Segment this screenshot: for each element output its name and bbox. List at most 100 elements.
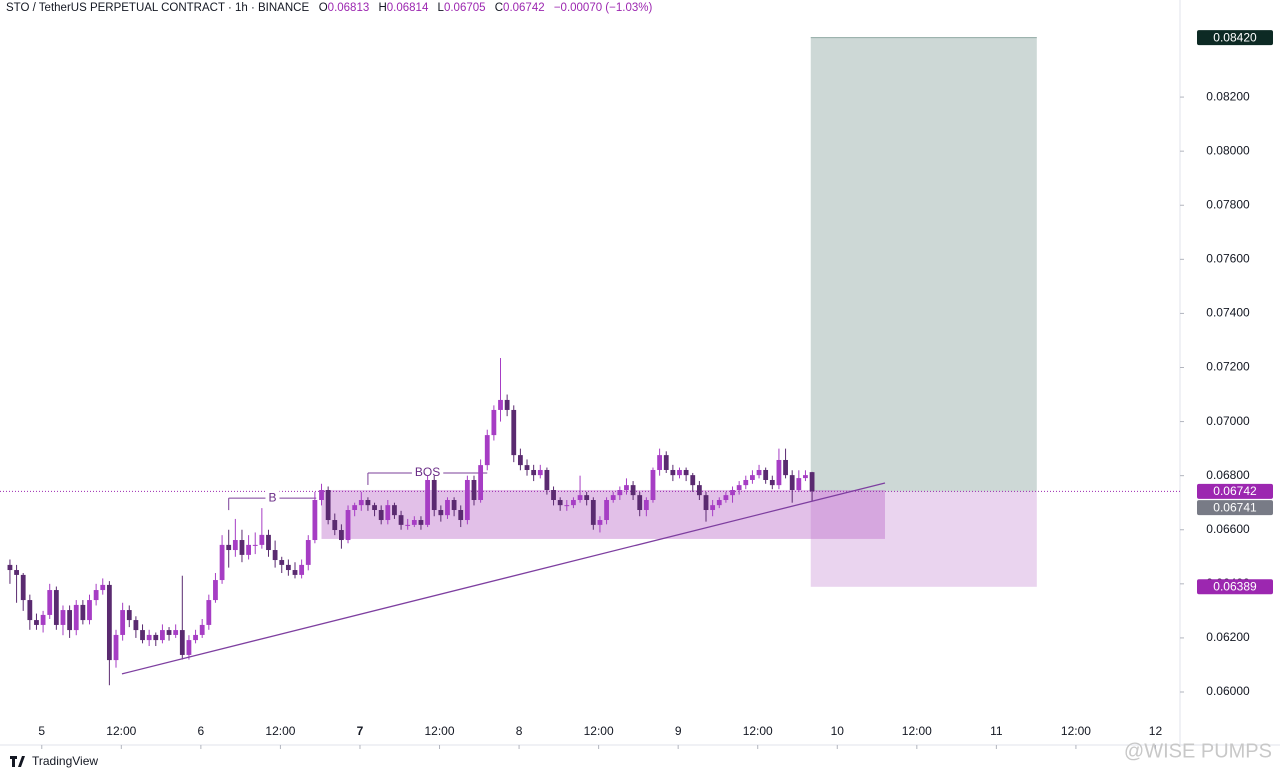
candle-body <box>206 600 212 625</box>
candle-body <box>763 469 769 480</box>
x-tick-label: 10 <box>831 724 845 738</box>
candle-body <box>637 495 643 511</box>
candle-body <box>352 505 358 511</box>
drawings-back <box>0 37 1180 587</box>
candle-body <box>769 479 775 486</box>
candle-body <box>47 590 53 615</box>
candle-body <box>339 530 344 541</box>
stop-price-label-bg <box>1197 579 1273 595</box>
candle-body <box>657 455 663 470</box>
candle-body <box>531 469 537 476</box>
candle-body <box>484 435 490 466</box>
target-price-label: 0.08420 <box>1213 30 1257 44</box>
y-tick-label: 0.07400 <box>1206 306 1250 320</box>
entry-price-label: 0.06741 <box>1213 500 1257 514</box>
candle-body <box>411 520 417 525</box>
candle-body <box>73 604 79 631</box>
candle-body <box>179 630 185 655</box>
candle-body <box>425 479 430 525</box>
open-value: 0.06813 <box>327 2 370 14</box>
candle-body <box>418 520 424 525</box>
candle-body <box>809 472 815 492</box>
candle-body <box>736 485 742 490</box>
candle-body <box>93 590 99 601</box>
x-tick-label: 12 <box>1149 724 1163 738</box>
candle-body <box>650 469 656 501</box>
candle-body <box>272 550 278 561</box>
candle-body <box>571 500 576 506</box>
candle-body <box>750 475 755 480</box>
candle-body <box>756 469 762 476</box>
candle-body <box>285 564 291 571</box>
candle-body <box>292 570 298 575</box>
candle-body <box>498 399 503 410</box>
candle-body <box>120 610 126 635</box>
candle-body <box>624 485 629 490</box>
candle-body <box>643 500 649 511</box>
trendline <box>121 482 886 675</box>
candle-body <box>789 475 795 490</box>
candle-body <box>537 469 543 476</box>
candle-body <box>186 640 192 655</box>
candle-body <box>590 500 596 525</box>
x-tick-label: 7 <box>357 724 364 738</box>
target-price-label-bg <box>1197 30 1273 46</box>
candle-body <box>166 630 172 635</box>
candle-body <box>160 630 165 641</box>
candle-body <box>517 455 523 466</box>
candle-body <box>743 479 749 486</box>
candle-body <box>696 485 702 496</box>
y-tick-label: 0.08200 <box>1206 89 1250 103</box>
candle-body <box>610 495 616 501</box>
candle-body <box>312 500 318 541</box>
candle-body <box>259 534 265 545</box>
candle-body <box>392 505 397 516</box>
candle-body <box>524 465 530 470</box>
candle-body <box>577 495 583 501</box>
candle-body <box>557 500 563 506</box>
open-label: O <box>318 2 328 14</box>
branding: TradingView <box>32 754 98 768</box>
candle-body <box>146 634 152 641</box>
candle-body <box>670 469 676 476</box>
candle-body <box>690 475 696 486</box>
candle-body <box>193 634 198 641</box>
target-zone <box>810 37 1037 492</box>
annotation-label: B <box>268 490 276 504</box>
candle-body <box>683 469 689 476</box>
candle-body <box>677 469 682 476</box>
y-tick-label: 0.08000 <box>1206 143 1250 157</box>
candle-body <box>345 510 351 541</box>
candle-body <box>219 544 225 581</box>
candle-body <box>53 590 59 625</box>
candle-body <box>597 520 603 525</box>
candle-body <box>87 600 92 621</box>
current-price-label-bg <box>1197 483 1273 499</box>
candle-body <box>365 500 371 506</box>
candle-body <box>491 409 497 436</box>
candle-body <box>106 584 112 661</box>
candle-body <box>451 500 457 511</box>
entry-price-label-bg <box>1197 500 1273 516</box>
candle-body <box>703 495 709 511</box>
x-tick-label: 12:00 <box>743 724 773 738</box>
candle-body <box>173 630 179 635</box>
candle-body <box>551 489 556 501</box>
candle-body <box>20 574 26 601</box>
candle-body <box>40 614 46 625</box>
candle-body <box>564 505 570 507</box>
candle-body <box>372 505 377 511</box>
candle-body <box>14 570 19 575</box>
y-tick-label: 0.06800 <box>1206 468 1250 482</box>
low-label: L <box>437 2 444 14</box>
x-tick-label: 6 <box>198 724 205 738</box>
low-value: 0.06705 <box>443 2 486 14</box>
candle-body <box>464 479 470 521</box>
x-tick-label: 12:00 <box>425 724 455 738</box>
candle-body <box>126 610 132 621</box>
y-tick-label: 0.07000 <box>1206 414 1250 428</box>
x-tick-label: 11 <box>990 724 1003 738</box>
annotation-label-bg <box>265 490 280 505</box>
